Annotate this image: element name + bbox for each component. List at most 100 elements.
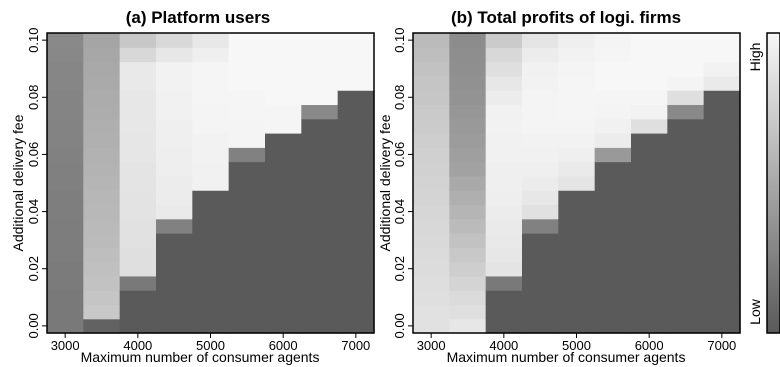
heatmap-cell <box>485 247 523 263</box>
heatmap-cell <box>449 204 487 220</box>
heatmap-cell <box>449 104 487 120</box>
heatmap-cell <box>119 275 157 291</box>
heatmap-cell <box>631 275 668 291</box>
heatmap-cell <box>594 175 632 191</box>
heatmap-cell <box>485 118 523 134</box>
heatmap-cell <box>83 161 121 177</box>
heatmap-cell <box>449 175 487 191</box>
heatmap-cell <box>119 218 157 234</box>
heatmap-cell <box>558 104 596 120</box>
heatmap-cell <box>47 247 84 263</box>
heatmap-cell <box>594 75 632 91</box>
heatmap-cell <box>413 118 450 134</box>
heatmap-cell <box>522 304 559 320</box>
heatmap-cell <box>47 190 84 206</box>
heatmap-cell <box>265 233 302 248</box>
heatmap-cell <box>156 104 193 120</box>
heatmap-cell <box>83 261 121 277</box>
heatmap-cell <box>119 247 157 263</box>
heatmap-cell <box>413 47 450 63</box>
heatmap-cell <box>192 147 230 163</box>
panel-b: (b) Total profits of logi. firms Additio… <box>377 8 741 365</box>
heatmap-cell <box>703 104 741 120</box>
heatmap-cell <box>119 33 157 48</box>
heatmap-cell <box>413 75 450 91</box>
heatmap-cell <box>594 133 632 148</box>
heatmap-cell <box>522 318 559 334</box>
heatmap-cell <box>301 218 339 234</box>
heatmap-cell <box>594 190 632 206</box>
heatmap-cell <box>265 47 302 63</box>
heatmap-cell <box>703 290 741 306</box>
heatmap-cell <box>485 204 523 220</box>
heatmap-cell <box>192 104 230 120</box>
heatmap-cell <box>47 133 84 148</box>
heatmap-cell <box>522 218 559 234</box>
heatmap-cell <box>265 147 302 163</box>
heatmap-cell <box>301 133 339 148</box>
heatmap-cell <box>156 247 193 263</box>
heatmap-cell <box>413 204 450 220</box>
heatmap-cell <box>449 275 487 291</box>
heatmap-cell <box>522 233 559 248</box>
heatmap-cell <box>413 304 450 320</box>
heatmap-cell <box>156 275 193 291</box>
heatmap-cell <box>119 90 157 106</box>
heatmap-cell <box>522 75 559 91</box>
heatmap-cell <box>594 90 632 106</box>
heatmap-cell <box>83 133 121 148</box>
heatmap-cell <box>301 175 339 191</box>
heatmap-cell <box>192 175 230 191</box>
heatmap-cell <box>703 204 741 220</box>
heatmap-cell <box>594 33 632 48</box>
y-axis-label: Additional delivery fee <box>377 114 393 251</box>
heatmap-cell <box>594 47 632 63</box>
heatmap-cell <box>337 261 375 277</box>
heatmap-cell <box>558 290 596 306</box>
heatmap-cell <box>265 275 302 291</box>
heatmap-cell <box>83 304 121 320</box>
heatmap-cell <box>337 304 375 320</box>
heatmap-cell <box>667 133 705 148</box>
heatmap-cell <box>558 318 596 334</box>
heatmap-cell <box>156 233 193 248</box>
heatmap-cell <box>47 161 84 177</box>
heatmap-cell <box>301 47 339 63</box>
heatmap-cell <box>47 261 84 277</box>
heatmap-cell <box>301 247 339 263</box>
heatmap-cell <box>413 33 450 48</box>
heatmap-cell <box>631 233 668 248</box>
heatmap-cell <box>119 190 157 206</box>
heatmap-cell <box>667 304 705 320</box>
heatmap-cell <box>558 190 596 206</box>
heatmap-cells <box>413 33 741 334</box>
heatmap-cell <box>667 90 705 106</box>
heatmap-cell <box>47 318 84 334</box>
heatmap-cell <box>485 218 523 234</box>
heatmap-cell <box>265 33 302 48</box>
heatmap-cell <box>594 275 632 291</box>
heatmap-cell <box>631 104 668 120</box>
heatmap-cell <box>522 47 559 63</box>
heatmap-cell <box>449 290 487 306</box>
heatmap-cell <box>192 247 230 263</box>
heatmap-cell <box>667 190 705 206</box>
heatmap-cell <box>485 318 523 334</box>
heatmap-cell <box>413 104 450 120</box>
heatmap-cell <box>156 218 193 234</box>
heatmap-cell <box>558 75 596 91</box>
heatmap-cell <box>558 161 596 177</box>
heatmap-cell <box>337 275 375 291</box>
heatmap-cell <box>228 104 266 120</box>
heatmap-cell <box>156 47 193 63</box>
heatmap-cell <box>631 204 668 220</box>
heatmap-cell <box>47 47 84 63</box>
heatmap-cell <box>265 190 302 206</box>
heatmap-cell <box>703 175 741 191</box>
heatmap-cell <box>449 61 487 77</box>
heatmap-cell <box>337 290 375 306</box>
heatmap-cell <box>631 133 668 148</box>
heatmap-cell <box>631 261 668 277</box>
heatmap-cell <box>594 304 632 320</box>
heatmap-cell <box>522 133 559 148</box>
